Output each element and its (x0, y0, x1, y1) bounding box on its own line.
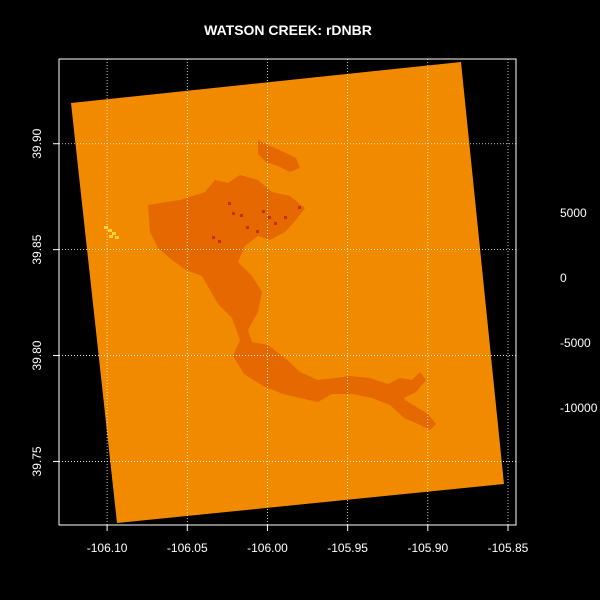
map-title: WATSON CREEK: rDNBR (204, 22, 372, 38)
high-severity-pixel (240, 214, 243, 217)
x-tick-label: -106.10 (87, 541, 128, 555)
legend-label: -5000 (560, 336, 591, 350)
color-legend: 5000 0 -5000 -10000 (560, 206, 598, 415)
plot-frame (58, 58, 517, 526)
y-tick-label: 39.90 (30, 128, 44, 158)
highlight-pixel (115, 236, 119, 239)
high-severity-pixel (284, 216, 287, 219)
high-severity-pixel (298, 206, 301, 209)
high-severity-pixel (218, 240, 221, 243)
high-severity-pixel (268, 216, 271, 219)
legend-label: 5000 (560, 206, 587, 220)
legend-label: 0 (560, 271, 567, 285)
highlight-pixel (104, 226, 108, 229)
highlight-pixel (108, 229, 112, 232)
raster-scene-footprint (71, 62, 504, 523)
x-tick-label: -105.90 (407, 541, 448, 555)
low-value-highlight (104, 226, 119, 239)
highlight-pixel (109, 235, 113, 238)
high-severity-pixel (256, 230, 259, 233)
x-tick-label: -105.95 (327, 541, 368, 555)
y-tick-label: 39.85 (30, 234, 44, 264)
burn-patch-east (388, 372, 426, 398)
high-severity-pixel (246, 226, 249, 229)
high-severity-spots (212, 202, 301, 243)
legend-label: -10000 (560, 401, 598, 415)
burn-patch-north (258, 140, 300, 172)
x-tick-label: -106.00 (247, 541, 288, 555)
graticule (59, 59, 516, 525)
high-severity-pixel (228, 202, 231, 205)
high-severity-pixel (274, 222, 277, 225)
highlight-pixel (112, 232, 116, 235)
high-severity-pixel (262, 210, 265, 213)
y-tick-label: 39.75 (30, 446, 44, 476)
y-axis: 39.75 39.80 39.85 39.90 (30, 128, 59, 476)
y-tick-label: 39.80 (30, 340, 44, 370)
high-severity-pixel (212, 236, 215, 239)
x-tick-label: -106.05 (167, 541, 208, 555)
x-axis: -106.10 -106.05 -106.00 -105.95 -105.90 -105.… (87, 525, 529, 555)
rdnbr-raster (71, 62, 504, 523)
x-tick-label: -105.85 (488, 541, 529, 555)
burn-scar-main (148, 175, 436, 430)
high-severity-pixel (232, 212, 235, 215)
